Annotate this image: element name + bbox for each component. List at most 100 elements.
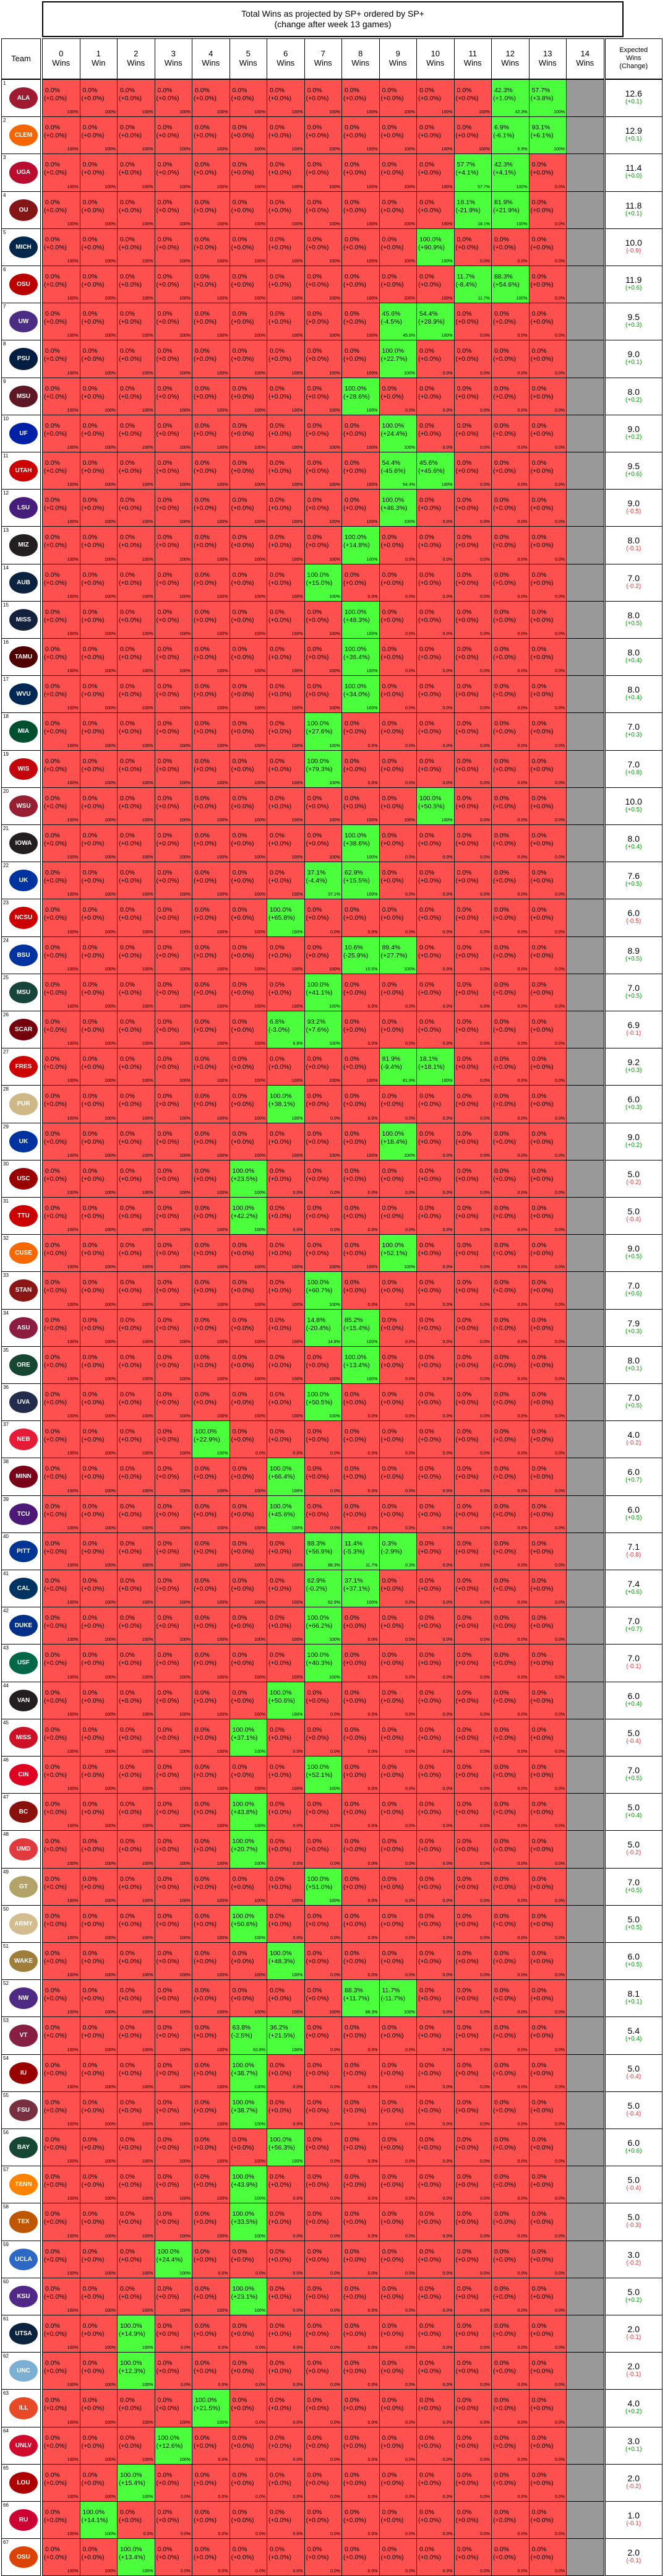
cell-probability: 0.0% bbox=[494, 1688, 509, 1696]
cell-change: (+0.0%) bbox=[44, 914, 67, 922]
cell-cumulative: 0.0% bbox=[442, 893, 453, 897]
cell-probability: 0.0% bbox=[419, 720, 434, 728]
cell-wins-1: 0.0% (+0.0%) 100% bbox=[79, 1234, 118, 1273]
cell-probability: 0.0% bbox=[157, 832, 173, 839]
cell-cumulative: 100% bbox=[217, 631, 228, 636]
cell-cumulative: 100% bbox=[142, 520, 153, 525]
cell-wins-9: 0.0% (+0.0%) 0.0% bbox=[379, 1867, 417, 1906]
cell-probability: 0.0% bbox=[494, 2061, 509, 2069]
cell-cumulative: 100% bbox=[217, 1489, 228, 1493]
cell-wins-6: 0.0% (+0.0%) 0.0% bbox=[267, 1904, 305, 1943]
cell-cumulative: 100% bbox=[329, 110, 340, 115]
cell-wins-7: 0.0% (+0.0%) 100% bbox=[304, 936, 342, 974]
cell-cumulative: 100% bbox=[254, 1526, 265, 1531]
cell-change: (+0.0%) bbox=[493, 1622, 517, 1630]
cell-probability: 0.0% bbox=[307, 496, 322, 504]
cell-probability: 0.0% bbox=[270, 1055, 285, 1063]
cell-wins-13: 0.0% (+0.0%) 0.0% bbox=[528, 153, 567, 192]
cell-change: (+0.0%) bbox=[530, 765, 554, 773]
cell-cumulative: 0.0% bbox=[255, 2271, 265, 2276]
cell-probability: 0.0% bbox=[195, 1316, 210, 1324]
cell-change: (+0.0%) bbox=[194, 430, 217, 438]
cell-wins-4: 0.0% (+0.0%) 100% bbox=[192, 2277, 230, 2315]
team-logo: 54 IU bbox=[1, 2054, 41, 2092]
cell-cumulative: 0.0% bbox=[330, 1228, 340, 1233]
expected-wins-cell: 8.9 (+0.5) bbox=[604, 936, 663, 974]
cell-cumulative: 0.0% bbox=[442, 1265, 453, 1270]
cell-wins-3: 0.0% (+0.0%) 100% bbox=[154, 79, 192, 118]
team-logo-mark: GT bbox=[9, 1875, 38, 1898]
cell-wins-0: 0.0% (+0.0%) 100% bbox=[42, 2240, 80, 2278]
team-logo: 7 UW bbox=[1, 303, 41, 341]
cell-wins-4: 0.0% (+0.0%) 0.0% bbox=[192, 2501, 230, 2539]
cell-probability: 0.0% bbox=[457, 1130, 472, 1138]
cell-cumulative: 0.0% bbox=[442, 1414, 453, 1419]
cell-wins-13: 0.0% (+0.0%) 0.0% bbox=[528, 1942, 567, 1981]
cell-change: (+0.0%) bbox=[194, 1175, 217, 1183]
cell-probability: 0.0% bbox=[270, 1987, 285, 1995]
cell-cumulative: 100% bbox=[366, 631, 378, 636]
cell-wins-9: 11.7% (-11.7%) 100% bbox=[379, 1979, 417, 2018]
cell-change: (+0.0%) bbox=[194, 132, 217, 140]
cell-change: (+0.0%) bbox=[455, 504, 479, 512]
cell-probability: 100.0% bbox=[195, 2397, 217, 2405]
cell-probability: 0.0% bbox=[531, 1577, 547, 1584]
cell-wins-6: 0.0% (+0.0%) 100% bbox=[267, 489, 305, 527]
cell-cumulative: 100% bbox=[217, 1451, 228, 1456]
cell-change: (+0.0%) bbox=[455, 914, 479, 922]
team-rank: 43 bbox=[3, 1645, 9, 1651]
cell-na bbox=[566, 1793, 604, 1831]
cell-cumulative: 100% bbox=[67, 1638, 79, 1643]
cell-cumulative: 100% bbox=[67, 706, 79, 711]
cell-cumulative: 100% bbox=[142, 1451, 153, 1456]
cell-probability: 0.0% bbox=[232, 1130, 247, 1138]
cell-cumulative: 0.0% bbox=[405, 1190, 415, 1195]
cell-cumulative: 100% bbox=[329, 408, 340, 413]
cell-probability: 0.0% bbox=[232, 273, 247, 280]
cell-wins-11: 0.0% (+0.0%) 0.0% bbox=[453, 563, 492, 602]
team-logo: 2 CLEM bbox=[1, 116, 41, 155]
cell-probability: 0.0% bbox=[307, 2024, 322, 2032]
cell-probability: 0.0% bbox=[419, 534, 434, 542]
cell-cumulative: 100% bbox=[404, 967, 415, 972]
expected-wins-cell: 12.6 (+0.1) bbox=[604, 79, 663, 118]
cell-cumulative: 0.0% bbox=[330, 1526, 340, 1531]
cell-wins-9: 0.0% (+0.0%) 0.0% bbox=[379, 600, 417, 639]
cell-change: (+0.0%) bbox=[268, 2181, 292, 2189]
cell-change: (+0.0%) bbox=[231, 1287, 254, 1295]
cell-cumulative: 100% bbox=[217, 520, 228, 525]
cell-cumulative: 0.0% bbox=[442, 743, 453, 748]
cell-change: (+45.6%) bbox=[268, 1510, 295, 1518]
cell-probability: 54.4% bbox=[382, 459, 401, 467]
cell-change: (+0.0%) bbox=[268, 467, 292, 475]
cell-change: (+0.0%) bbox=[231, 392, 254, 400]
cell-probability: 0.0% bbox=[494, 2359, 509, 2367]
cell-wins-11: 0.0% (+0.0%) 0.0% bbox=[453, 787, 492, 825]
cell-cumulative: 100% bbox=[142, 2569, 153, 2574]
cell-cumulative: 0.0% bbox=[517, 259, 528, 264]
team-logo: 33 STAN bbox=[1, 1271, 41, 1310]
cell-cumulative: 100% bbox=[254, 408, 265, 413]
cell-change: (+0.0%) bbox=[44, 243, 67, 251]
cell-cumulative: 100% bbox=[217, 1153, 228, 1158]
cell-change: (+0.0%) bbox=[493, 691, 517, 699]
cell-change: (+0.0%) bbox=[530, 1287, 554, 1295]
cell-probability: 0.0% bbox=[382, 608, 397, 616]
cell-change: (+0.0%) bbox=[306, 467, 329, 475]
cell-change: (+48.3%) bbox=[343, 616, 370, 624]
cell-change: (+0.0%) bbox=[380, 616, 404, 624]
cell-change: (+0.0%) bbox=[418, 1696, 442, 1705]
cell-probability: 0.0% bbox=[270, 1279, 285, 1287]
cell-cumulative: 100% bbox=[142, 594, 153, 599]
cell-change: (+0.0%) bbox=[493, 2367, 517, 2375]
cell-probability: 0.0% bbox=[457, 534, 472, 542]
cell-change: (+0.0%) bbox=[493, 728, 517, 736]
cell-wins-11: 0.0% (+0.0%) 0.0% bbox=[453, 638, 492, 676]
cell-change: (+0.0%) bbox=[493, 1846, 517, 1854]
cell-cumulative: 100% bbox=[291, 743, 303, 748]
cell-cumulative: 0.0% bbox=[517, 1302, 528, 1307]
cell-wins-10: 0.0% (+0.0%) 0.0% bbox=[416, 1607, 455, 1645]
cell-wins-5: 0.0% (+0.0%) 100% bbox=[229, 303, 267, 341]
cell-probability: 0.0% bbox=[494, 2173, 509, 2181]
